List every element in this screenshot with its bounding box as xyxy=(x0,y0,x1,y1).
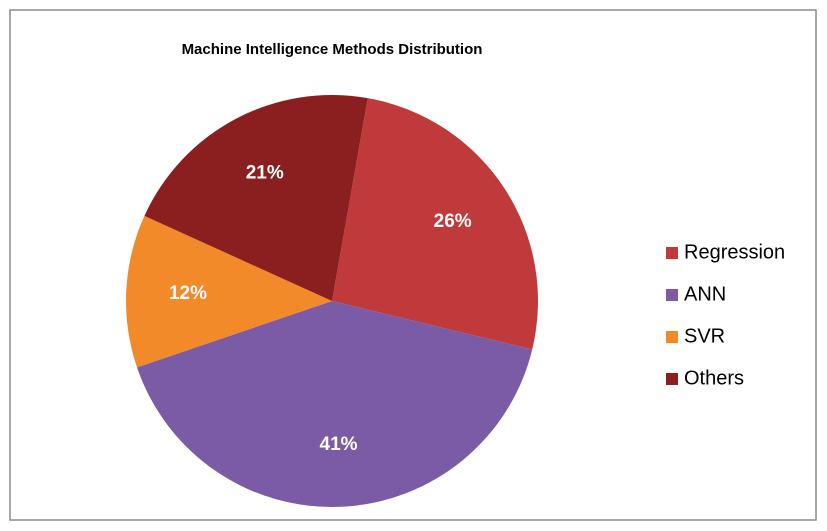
legend-swatch xyxy=(666,247,678,259)
data-label: 21% xyxy=(246,162,284,183)
legend-swatch xyxy=(666,289,678,301)
pie-slice xyxy=(136,301,533,508)
legend-swatch xyxy=(666,373,678,385)
legend-label: SVR xyxy=(684,325,725,347)
chart-title: Machine Intelligence Methods Distributio… xyxy=(182,41,483,58)
pie-slice xyxy=(332,98,538,350)
pie-slice xyxy=(125,215,332,368)
data-label: 12% xyxy=(169,283,207,304)
legend-label: Others xyxy=(684,367,744,389)
legend-label: ANN xyxy=(684,283,726,305)
legend-swatch xyxy=(666,331,678,343)
data-label: 41% xyxy=(320,434,358,455)
data-label: 26% xyxy=(434,211,472,232)
legend-label: Regression xyxy=(684,241,785,263)
pie-slice xyxy=(144,95,368,301)
